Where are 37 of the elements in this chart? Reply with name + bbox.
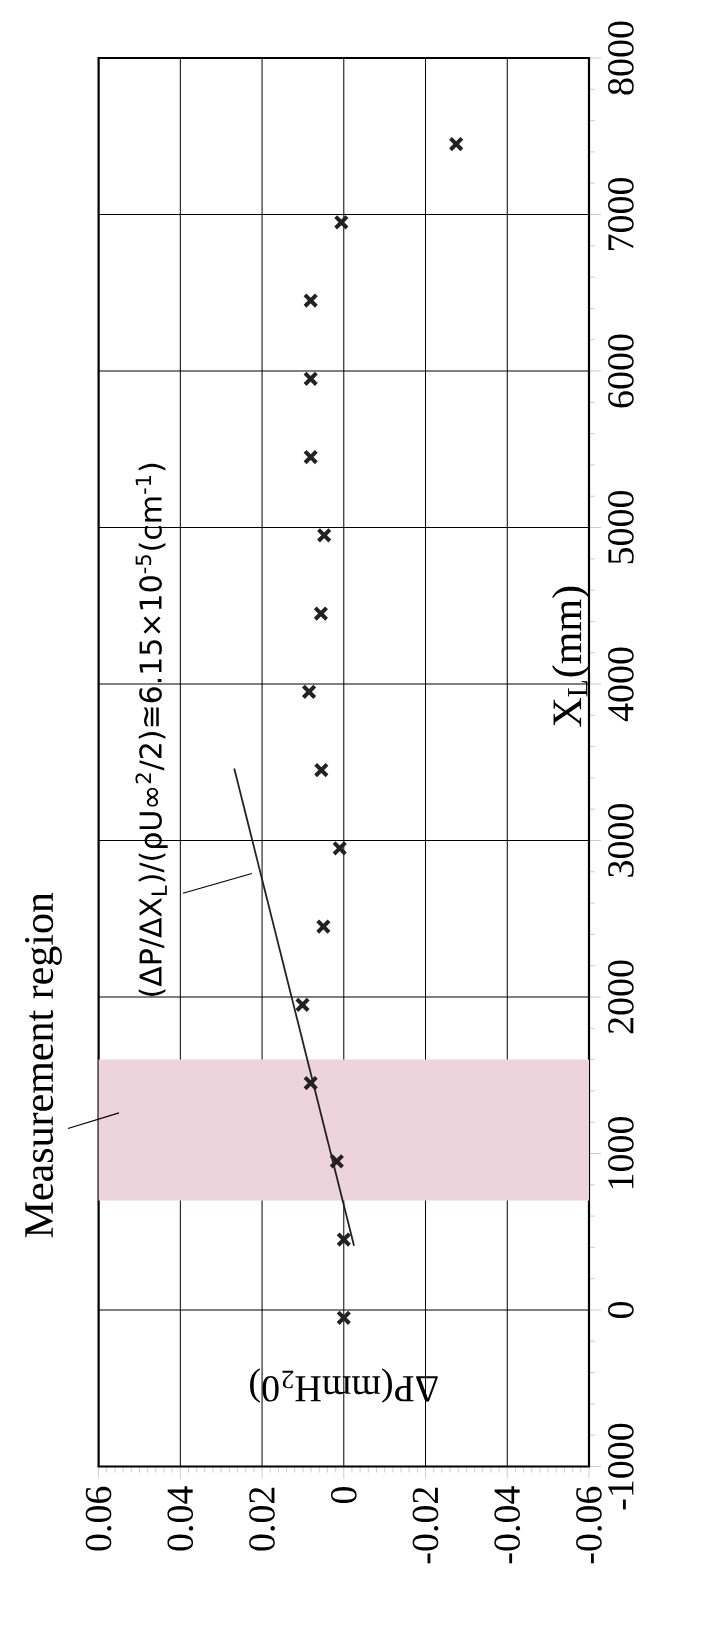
y-tick-label: 3000	[608, 803, 634, 877]
point	[316, 527, 332, 543]
y-tick-label: 1000	[608, 1116, 634, 1189]
point	[303, 449, 319, 465]
y-axis-title: X$_{L}$(mm)	[551, 586, 591, 727]
x-tick-label: 0	[330, 1487, 357, 1504]
y-tick-label: 8000	[608, 21, 634, 95]
y-tick-label: 0	[608, 1301, 634, 1319]
y-tick-label: -1000	[608, 1423, 634, 1510]
band-label: Measurement region	[24, 892, 62, 1238]
point	[336, 1310, 352, 1326]
y-tick-label: 6000	[608, 334, 634, 408]
point	[329, 1153, 345, 1169]
x-tick-label: 0.02	[249, 1487, 275, 1551]
y-tick-label: 7000	[608, 177, 634, 251]
point	[303, 371, 319, 387]
point	[313, 762, 329, 778]
point	[315, 918, 332, 935]
point	[336, 1231, 352, 1248]
point	[301, 684, 317, 700]
x-tick-label: -0.02	[412, 1487, 439, 1564]
x-tick-label: 0.06	[85, 1486, 112, 1551]
x-tick-label: -0.06	[576, 1486, 602, 1564]
point	[313, 605, 329, 622]
y-tick-label: 5000	[608, 490, 634, 564]
point	[303, 292, 319, 309]
x-tick-label: 0.04	[167, 1486, 194, 1551]
x-axis-title: ΔP(mmH$_{2}$0)	[250, 1368, 438, 1403]
y-tick-label: 2000	[608, 960, 634, 1034]
point	[333, 214, 349, 230]
point	[332, 840, 348, 856]
point	[294, 997, 311, 1013]
point	[303, 1075, 319, 1091]
text: (ΔP/ΔX$_{L}$)/(ρU∞$^{2}$/2)≅6.15×10$^{-5}$(cm$^{-1}$)	[135, 463, 168, 996]
y-tick-label: 4000	[608, 647, 634, 722]
point	[448, 136, 464, 152]
x-tick-label: -0.04	[494, 1486, 521, 1564]
